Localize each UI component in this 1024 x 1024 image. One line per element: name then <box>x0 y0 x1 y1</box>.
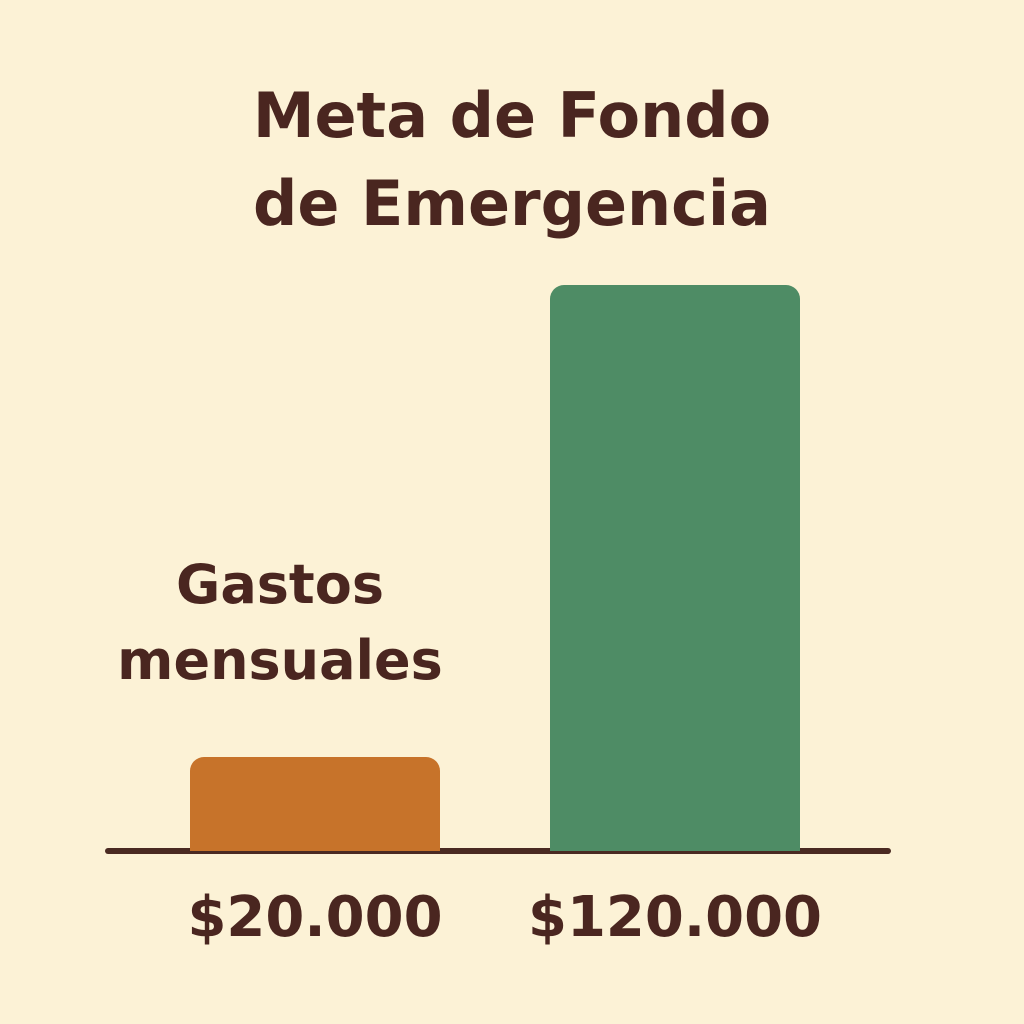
value-label: $20.000 <box>187 885 443 950</box>
baseline <box>105 848 891 854</box>
value-label: $120.000 <box>527 885 823 950</box>
chart-title: Meta de Fondo de Emergencia <box>252 79 772 240</box>
bar <box>190 756 440 851</box>
category-label: Gastos mensuales <box>117 552 443 692</box>
bar <box>550 285 800 851</box>
